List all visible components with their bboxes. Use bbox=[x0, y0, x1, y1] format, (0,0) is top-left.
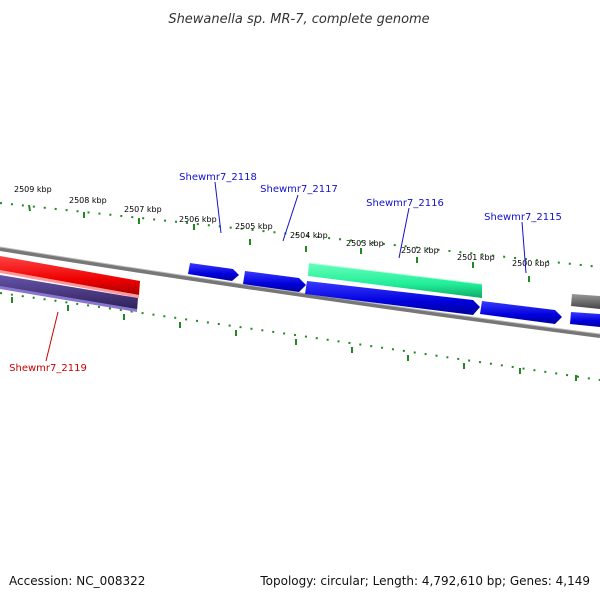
gene-feature-gray[interactable] bbox=[571, 294, 600, 309]
gene-feature-shewmr7-2119[interactable] bbox=[0, 256, 140, 312]
gene-feature-shewmr7-2118[interactable] bbox=[188, 263, 239, 281]
genome-backbone bbox=[0, 247, 600, 338]
gene-feature-edge-blue[interactable] bbox=[570, 312, 600, 327]
topology-text: Topology: circular; Length: 4,792,610 bp… bbox=[260, 574, 590, 588]
scale-label: 2509 kbp bbox=[14, 185, 52, 194]
genome-backbone-highlight bbox=[0, 246, 600, 335]
scale-label: 2507 kbp bbox=[124, 205, 162, 214]
gene-feature-shewmr7-2115-fwd[interactable] bbox=[305, 281, 480, 315]
gene-label-shewmr7-2116[interactable]: Shewmr7_2116 bbox=[366, 198, 444, 209]
scale-label: 2504 kbp bbox=[290, 231, 328, 240]
scale-label: 2503 kbp bbox=[346, 239, 384, 248]
scale-label: 2500 kbp bbox=[512, 259, 550, 268]
gene-label-shewmr7-2115[interactable]: Shewmr7_2115 bbox=[484, 212, 562, 223]
outer-tick-ring bbox=[0, 202, 600, 282]
label-leader-lines bbox=[45, 181, 527, 362]
inner-tick-ring bbox=[0, 292, 600, 381]
map-title: Shewanella sp. MR-7, complete genome bbox=[168, 12, 429, 27]
scale-label: 2501 kbp bbox=[457, 253, 495, 262]
scale-label: 2505 kbp bbox=[235, 222, 273, 231]
gene-feature-shewmr7-2117[interactable] bbox=[243, 271, 306, 292]
gene-feature-shewmr7-2116[interactable] bbox=[308, 262, 483, 298]
scale-labels: 2509 kbp 2508 kbp 2507 kbp 2506 kbp 2505… bbox=[14, 185, 550, 268]
gene-label-shewmr7-2118[interactable]: Shewmr7_2118 bbox=[179, 172, 257, 183]
scale-label: 2502 kbp bbox=[401, 246, 439, 255]
scale-label: 2508 kbp bbox=[69, 196, 107, 205]
scale-label: 2506 kbp bbox=[179, 215, 217, 224]
accession-text: Accession: NC_008322 bbox=[9, 574, 146, 588]
gene-feature-shewmr7-2115[interactable] bbox=[480, 301, 562, 324]
gene-label-shewmr7-2119[interactable]: Shewmr7_2119 bbox=[9, 363, 87, 374]
gene-label-shewmr7-2117[interactable]: Shewmr7_2117 bbox=[260, 184, 338, 195]
